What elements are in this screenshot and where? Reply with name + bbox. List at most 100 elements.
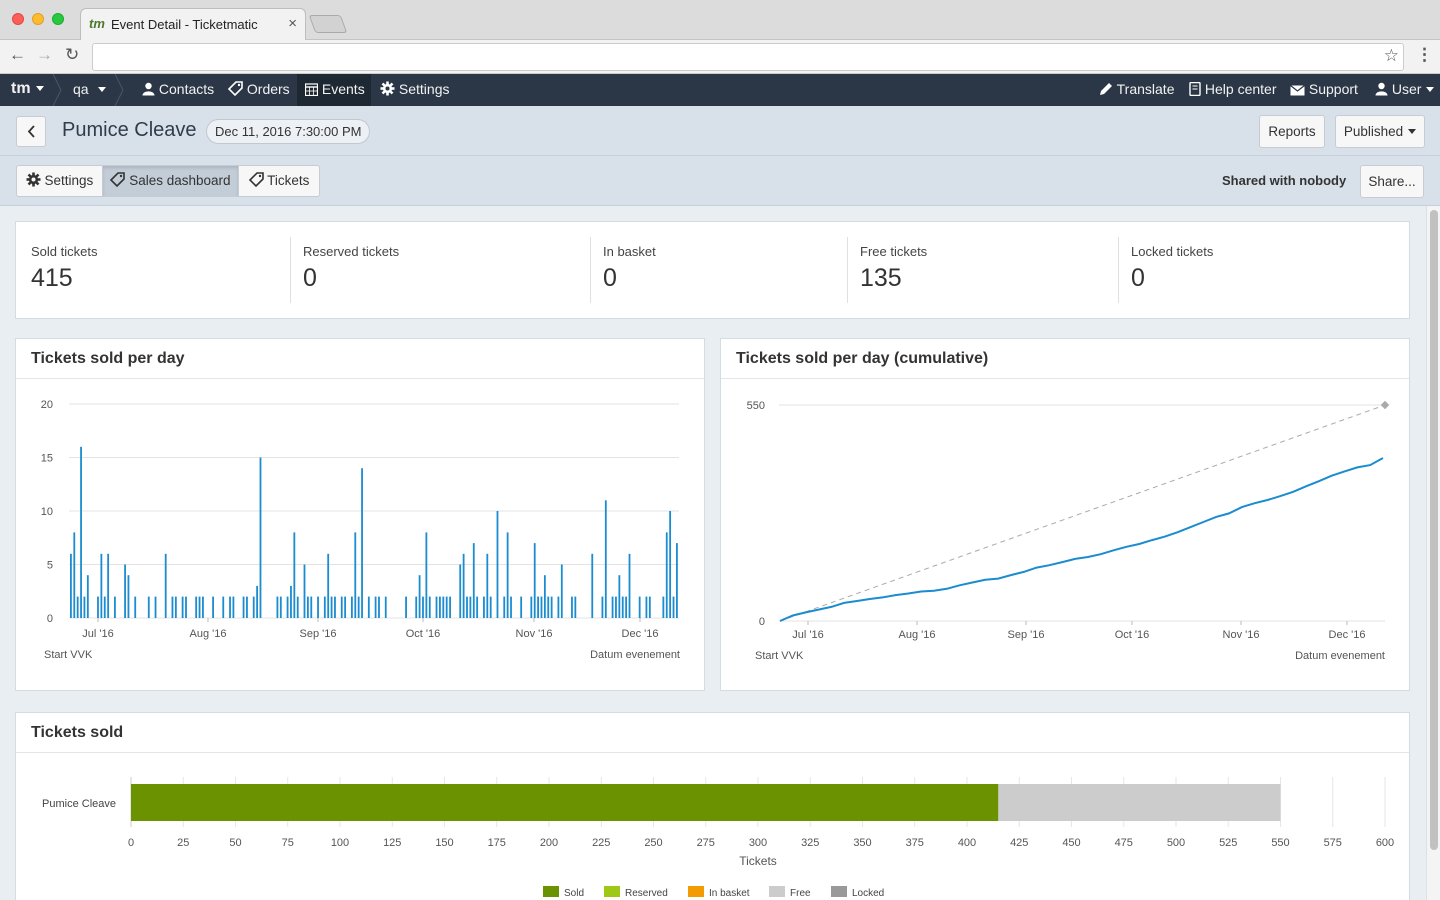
address-bar[interactable]: ☆: [92, 43, 1404, 71]
chart-card-cumulative: Tickets sold per day (cumulative) 0 550 Ju…: [720, 338, 1410, 691]
x-tick-label: 475: [1115, 837, 1133, 849]
x-tick-label: 0: [128, 837, 134, 849]
reports-button[interactable]: Reports: [1259, 115, 1325, 148]
bar: [537, 596, 539, 618]
stat-free-value: 135: [860, 264, 902, 292]
tab-settings[interactable]: Settings: [16, 165, 103, 197]
divider: [16, 752, 1409, 753]
nav-user-menu[interactable]: User: [1369, 74, 1440, 106]
bar: [489, 596, 492, 618]
bar: [103, 596, 106, 618]
start-label: Start VVK: [755, 650, 804, 662]
user-icon: [1375, 82, 1388, 96]
maximize-window-button[interactable]: [52, 13, 64, 25]
tab-sales-dashboard[interactable]: Sales dashboard: [102, 165, 239, 197]
brand-menu[interactable]: tm: [11, 74, 44, 106]
bar: [591, 553, 594, 618]
tab-settings-label: Settings: [44, 173, 94, 188]
y-tick-label: 5: [47, 560, 53, 572]
account-name: qa: [73, 81, 89, 97]
bar: [86, 575, 89, 618]
bar: [506, 532, 509, 618]
stat-locked-value: 0: [1131, 264, 1145, 292]
page-scrollbar[interactable]: [1426, 206, 1440, 900]
browser-tab[interactable]: tm Event Detail - Ticketmatic ×: [80, 8, 306, 41]
start-label: Start VVK: [44, 649, 93, 661]
bar: [286, 596, 289, 618]
bar: [361, 468, 363, 618]
back-arrow-icon[interactable]: ←: [9, 45, 26, 64]
target-marker: [1380, 400, 1390, 410]
x-tick-label: Jul '16: [792, 629, 823, 641]
browser-toolbar: ← → ↻ ☆ ⋮: [0, 40, 1440, 74]
legend-label: Reserved: [625, 888, 668, 899]
nav-support[interactable]: Support: [1284, 74, 1364, 106]
bar: [73, 532, 76, 618]
bar: [550, 596, 553, 618]
status-dropdown[interactable]: Published: [1335, 115, 1425, 148]
scrollbar-thumb[interactable]: [1430, 210, 1438, 850]
bar: [533, 543, 536, 618]
x-tick-label: 400: [958, 837, 976, 849]
stat-reserved-label: Reserved tickets: [303, 244, 400, 259]
nav-contacts[interactable]: Contacts: [134, 74, 222, 106]
bar: [669, 511, 672, 618]
nav-orders[interactable]: Orders: [222, 74, 296, 106]
bar: [540, 596, 543, 618]
nav-settings[interactable]: Settings: [374, 74, 455, 106]
forward-arrow-icon[interactable]: →: [36, 45, 53, 64]
bar: [242, 596, 245, 618]
sharing-status: Shared with nobody: [1222, 173, 1347, 188]
x-tick-label: Sep '16: [300, 628, 337, 640]
y-tick-label: 10: [41, 506, 53, 518]
bar: [70, 553, 72, 618]
legend-swatch: [543, 886, 559, 897]
reload-icon[interactable]: ↻: [65, 45, 80, 64]
browser-menu-icon[interactable]: ⋮: [1416, 45, 1433, 64]
nav-help-center[interactable]: Help center: [1183, 74, 1282, 106]
bar: [469, 596, 472, 618]
stat-divider: [1118, 237, 1119, 303]
account-menu[interactable]: qa: [73, 74, 106, 106]
bar: [185, 596, 187, 618]
bar: [124, 564, 126, 618]
x-tick-label: 200: [540, 837, 558, 849]
tag-icon: [110, 172, 126, 187]
x-tick-label: 50: [229, 837, 241, 849]
x-tick-label: 125: [383, 837, 401, 849]
tab-sales-dashboard-label: Sales dashboard: [129, 173, 231, 188]
share-button[interactable]: Share...: [1360, 165, 1424, 198]
tab-tickets[interactable]: Tickets: [238, 165, 320, 197]
daily-sales-chart: 0 5 10 15 20 Jul '16 Aug '16 Sep '16 Oct '16 Nov …: [41, 399, 680, 661]
bar: [442, 596, 445, 618]
cumulative-line: [779, 457, 1384, 622]
chevron-left-icon: [27, 125, 35, 138]
event-date-badge: Dec 11, 2016 7:30:00 PM: [206, 119, 371, 144]
x-tick-label: 150: [435, 837, 453, 849]
bar: [445, 596, 448, 618]
bar: [621, 596, 624, 618]
y-tick-label: 0: [47, 613, 53, 625]
bar: [323, 596, 326, 618]
close-tab-icon[interactable]: ×: [288, 15, 297, 32]
nav-help-center-label: Help center: [1204, 81, 1277, 97]
bar: [202, 596, 204, 618]
x-tick-label: Oct '16: [406, 628, 441, 640]
stat-sold-label: Sold tickets: [31, 244, 98, 259]
end-label: Datum evenement: [1295, 650, 1385, 662]
x-tick-label: Jul '16: [82, 628, 113, 640]
nav-translate[interactable]: Translate: [1093, 74, 1180, 106]
back-button[interactable]: [16, 116, 46, 147]
minimize-window-button[interactable]: [32, 13, 44, 25]
bookmark-star-icon[interactable]: ☆: [1383, 46, 1399, 65]
close-window-button[interactable]: [12, 13, 24, 25]
divider: [721, 378, 1409, 379]
bar: [672, 596, 675, 618]
bar: [100, 553, 103, 618]
page-title: Pumice Cleave: [62, 119, 197, 141]
bar: [486, 553, 489, 618]
new-tab-button[interactable]: [308, 15, 348, 33]
legend-swatch: [688, 886, 704, 897]
nav-events[interactable]: Events: [297, 74, 371, 106]
bar: [615, 596, 617, 618]
